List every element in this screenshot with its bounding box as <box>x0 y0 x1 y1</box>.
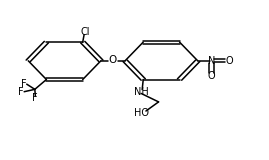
Text: Cl: Cl <box>81 27 90 37</box>
Text: N: N <box>208 56 215 66</box>
Text: O: O <box>208 71 215 81</box>
Text: O: O <box>109 55 117 65</box>
Text: F: F <box>21 79 26 89</box>
Text: F: F <box>32 93 38 103</box>
Text: HO: HO <box>134 108 148 118</box>
Text: O: O <box>225 56 233 66</box>
Text: F: F <box>18 87 24 97</box>
Text: NH: NH <box>134 87 148 96</box>
